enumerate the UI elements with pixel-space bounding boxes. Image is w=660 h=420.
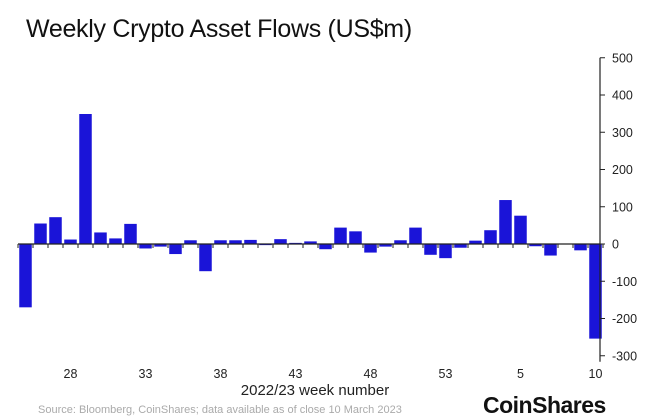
bar-1	[454, 244, 467, 248]
x-tick-label: 28	[64, 367, 78, 381]
bar-31	[109, 238, 122, 244]
y-tick-label: -300	[612, 349, 637, 363]
bar-33	[139, 244, 152, 249]
bar-49	[379, 244, 392, 247]
bar-4	[499, 200, 512, 244]
bar-40	[244, 239, 257, 244]
y-tick-label: -200	[612, 312, 637, 326]
y-tick-label: -100	[612, 275, 637, 289]
x-tick-label: 5	[517, 367, 524, 381]
bar-47	[349, 231, 362, 244]
chart-title: Weekly Crypto Asset Flows (US$m)	[26, 15, 412, 43]
bar-3	[484, 230, 497, 244]
x-tick-label: 38	[214, 367, 228, 381]
bar-29	[79, 113, 92, 244]
bar-25	[19, 244, 32, 308]
y-tick-label: 400	[612, 89, 633, 103]
bar-9	[574, 244, 587, 251]
bar-52	[424, 244, 437, 255]
bar-5	[514, 215, 527, 244]
bar-26	[34, 223, 47, 244]
bar-36	[184, 240, 197, 244]
source-note: Source: Bloomberg, CoinShares; data avai…	[38, 404, 402, 416]
bar-27	[49, 217, 62, 244]
x-tick-label: 43	[289, 367, 303, 381]
bar-37	[199, 244, 212, 272]
bar-7	[544, 244, 557, 256]
bar-2	[469, 240, 482, 244]
x-tick-label: 48	[364, 367, 378, 381]
bar-53	[439, 244, 452, 259]
bar-42	[274, 239, 287, 244]
bar-34	[154, 244, 167, 247]
bar-46	[334, 227, 347, 244]
x-tick-label: 33	[139, 367, 153, 381]
bar-39	[229, 240, 242, 244]
x-axis-label: 2022/23 week number	[240, 382, 390, 399]
bar-51	[409, 227, 422, 244]
x-tick-label: 53	[439, 367, 453, 381]
y-tick-label: 500	[612, 51, 633, 65]
bar-45	[319, 244, 332, 250]
bar-35	[169, 244, 182, 255]
x-tick-label: 10	[589, 367, 603, 381]
bar-44	[304, 241, 317, 244]
y-tick-label: 100	[612, 200, 633, 214]
bar-32	[124, 223, 137, 244]
bar-6	[529, 244, 542, 247]
coinshares-logo: CoinShares	[483, 392, 606, 418]
bar-38	[214, 240, 227, 244]
bar-30	[94, 232, 107, 244]
bar-28	[64, 239, 77, 244]
bar-10	[589, 244, 602, 339]
bar-48	[364, 244, 377, 253]
y-tick-label: 300	[612, 126, 633, 140]
bar-50	[394, 240, 407, 244]
y-tick-label: 200	[612, 163, 633, 177]
y-tick-label: 0	[612, 238, 619, 252]
